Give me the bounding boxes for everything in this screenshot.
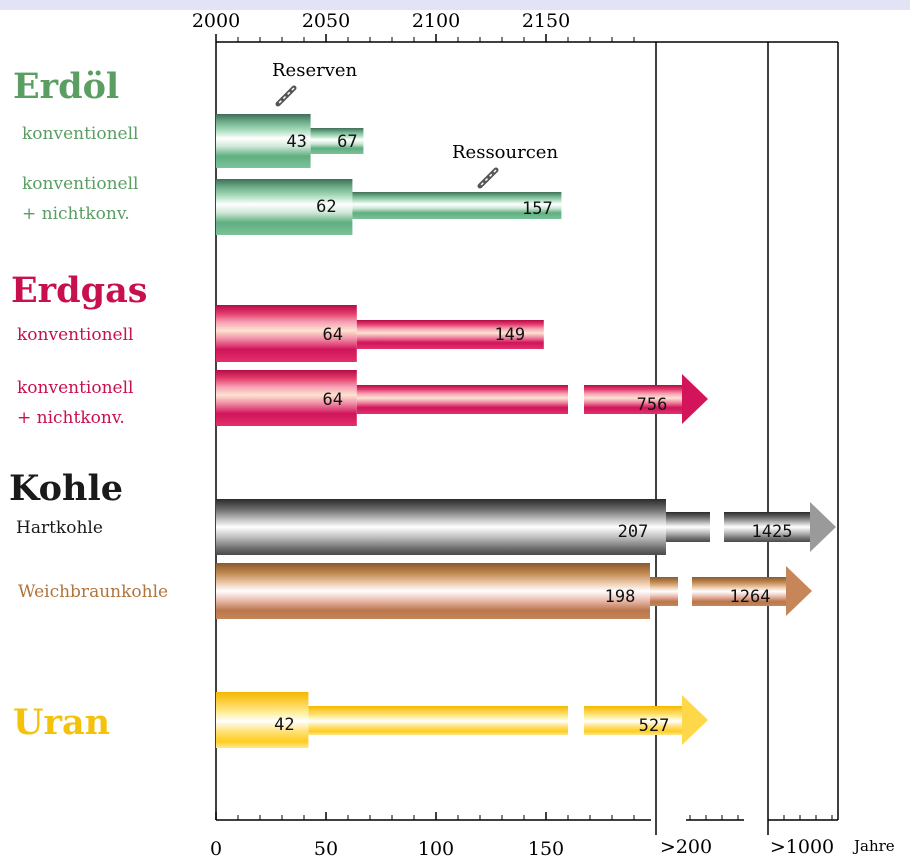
arrow-hartkohle-icon <box>810 502 836 552</box>
bottom-tick-label: >1000 <box>770 836 834 858</box>
value-uran-resources: 527 <box>639 716 670 736</box>
arrow-weichbraunkohle-icon <box>786 566 812 616</box>
value-erdgas-nk-resources: 756 <box>637 395 668 415</box>
value-erdoel-nk-reserves: 62 <box>316 197 336 217</box>
bar-erdgas-konv-resources <box>356 320 544 349</box>
bottom-axis-unit: Jahre <box>852 837 895 855</box>
bar-weichbraunkohle-reserves <box>216 563 650 619</box>
bar-uran-resources-segment <box>308 706 568 735</box>
label-hartkohle: Hartkohle <box>16 518 103 538</box>
bar-weichbraunkohle-resources-segment <box>692 577 787 606</box>
value-weichbraunkohle-resources: 1264 <box>730 587 771 607</box>
value-weichbraunkohle-reserves: 198 <box>605 587 636 607</box>
label-weichbraunkohle: Weichbraunkohle <box>18 582 169 602</box>
arrow-erdgas-nk-icon <box>682 374 708 424</box>
bar-hartkohle-resources-segment <box>724 512 810 542</box>
category-erdoel: Erdöl <box>13 66 120 107</box>
value-erdoel-nk-resources: 157 <box>522 199 553 219</box>
bar-weichbraunkohle-resources-segment <box>650 577 678 606</box>
bar-erdgas-konv-reserves <box>216 305 357 362</box>
bar-erdgas-nk-resources-segment <box>584 385 683 414</box>
bar-erdoel-nk-resources <box>352 192 562 219</box>
category-erdgas: Erdgas <box>11 270 148 311</box>
value-erdoel-konv-reserves: 43 <box>286 132 306 152</box>
value-erdoel-konv-resources: 67 <box>337 132 357 152</box>
bar-hartkohle-reserves <box>216 499 666 555</box>
bottom-tick-label: 150 <box>528 838 564 860</box>
bar-uran-reserves <box>216 692 309 748</box>
value-erdgas-nk-reserves: 64 <box>323 390 343 410</box>
bottom-tick-label: >200 <box>660 836 712 858</box>
bar-erdoel-nk-reserves <box>216 179 353 235</box>
top-tick-label: 2150 <box>522 10 570 32</box>
top-tick-label: 2100 <box>412 10 460 32</box>
bar-erdgas-nk-resources-segment <box>356 385 568 414</box>
label-erdoel-konv-nichtkonv: konventionell + nichtkonv. <box>22 174 139 224</box>
value-uran-reserves: 42 <box>274 715 294 735</box>
bar-erdoel-konv-reserves <box>216 114 311 168</box>
bar-uran-resources-segment <box>584 706 683 735</box>
value-erdgas-konv-reserves: 64 <box>323 325 343 345</box>
top-tick-label: 2000 <box>192 10 240 32</box>
annotation-reserven: Reserven <box>272 60 358 81</box>
label-erdoel-konv: konventionell <box>22 124 139 144</box>
bottom-tick-label: 100 <box>418 838 454 860</box>
value-hartkohle-reserves: 207 <box>618 522 649 542</box>
label-erdgas-konv-nichtkonv: konventionell + nichtkonv. <box>17 378 134 428</box>
bar-erdgas-nk-reserves <box>216 370 357 426</box>
value-hartkohle-resources: 1425 <box>752 522 793 542</box>
bottom-tick-label: 50 <box>314 838 338 860</box>
bar-hartkohle-resources-segment <box>666 512 710 542</box>
top-tick-label: 2050 <box>302 10 350 32</box>
arrow-uran-icon <box>682 695 708 745</box>
arrow-ressourcen-icon-highlight <box>479 169 497 187</box>
label-erdgas-konv: konventionell <box>17 325 134 345</box>
category-uran: Uran <box>13 702 111 743</box>
top-strip <box>0 0 910 10</box>
annotation-ressourcen: Ressourcen <box>452 142 558 163</box>
bar-erdoel-konv-resources <box>310 128 364 154</box>
category-kohle: Kohle <box>9 468 124 509</box>
bottom-tick-label: 0 <box>210 838 222 860</box>
arrow-reserven-icon-highlight <box>277 87 295 105</box>
value-erdgas-konv-resources: 149 <box>494 325 525 345</box>
